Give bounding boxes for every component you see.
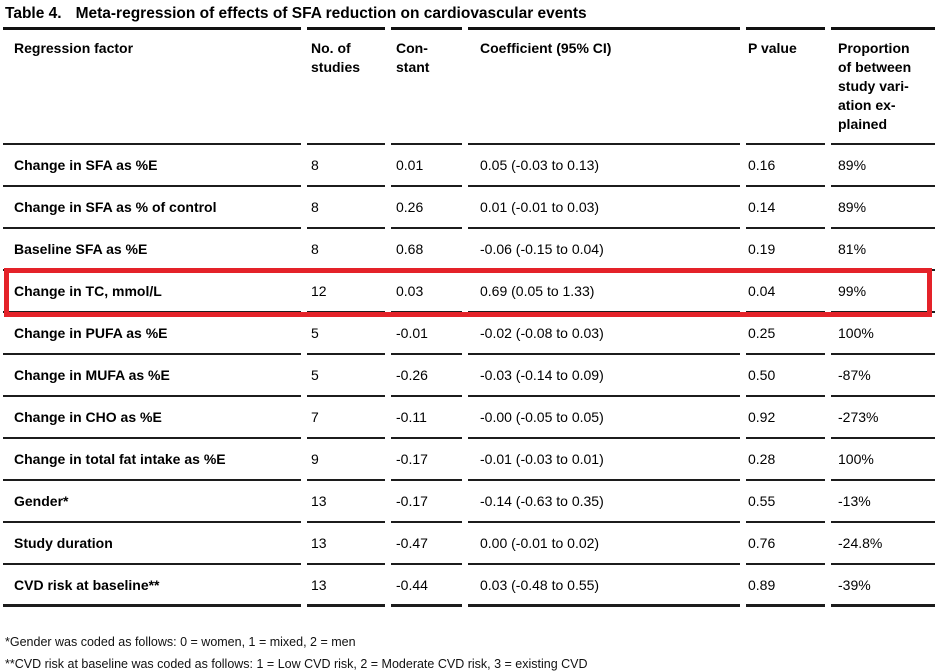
- factor-cell: Change in SFA as % of control: [3, 187, 301, 229]
- factor-cell: Change in SFA as %E: [3, 145, 301, 187]
- proportion-cell: -39%: [831, 565, 935, 607]
- constant-cell: -0.01: [391, 313, 462, 355]
- coefficient-cell: 0.69 (0.05 to 1.33): [468, 271, 740, 313]
- table-header-row: Regression factor No. of studies Con- st…: [3, 27, 935, 145]
- factor-cell: Change in CHO as %E: [3, 397, 301, 439]
- coefficient-cell: 0.03 (-0.48 to 0.55): [468, 565, 740, 607]
- factor-cell: CVD risk at baseline**: [3, 565, 301, 607]
- table-row: Change in SFA as %E 8 0.01 0.05 (-0.03 t…: [3, 145, 935, 187]
- studies-cell: 12: [307, 271, 385, 313]
- p-value-cell: 0.76: [746, 523, 825, 565]
- studies-cell: 7: [307, 397, 385, 439]
- proportion-cell: -13%: [831, 481, 935, 523]
- proportion-cell: 89%: [831, 145, 935, 187]
- constant-cell: 0.03: [391, 271, 462, 313]
- constant-cell: -0.17: [391, 481, 462, 523]
- col-header-coefficient: Coefficient (95% CI): [468, 27, 740, 145]
- constant-cell: 0.68: [391, 229, 462, 271]
- studies-cell: 8: [307, 229, 385, 271]
- table-row: Baseline SFA as %E 8 0.68 -0.06 (-0.15 t…: [3, 229, 935, 271]
- table-row: Change in SFA as % of control 8 0.26 0.0…: [3, 187, 935, 229]
- col-header-proportion: Proportion of between study vari- ation …: [831, 27, 935, 145]
- proportion-cell: -24.8%: [831, 523, 935, 565]
- constant-cell: -0.26: [391, 355, 462, 397]
- table-row-highlighted: Change in TC, mmol/L 12 0.03 0.69 (0.05 …: [3, 271, 935, 313]
- col-header-p-value: P value: [746, 27, 825, 145]
- studies-cell: 5: [307, 355, 385, 397]
- constant-cell: -0.11: [391, 397, 462, 439]
- factor-cell: Baseline SFA as %E: [3, 229, 301, 271]
- table-row: Gender* 13 -0.17 -0.14 (-0.63 to 0.35) 0…: [3, 481, 935, 523]
- coefficient-cell: -0.01 (-0.03 to 0.01): [468, 439, 740, 481]
- coefficient-cell: -0.14 (-0.63 to 0.35): [468, 481, 740, 523]
- footnote-gender: *Gender was coded as follows: 0 = women,…: [5, 635, 356, 649]
- proportion-cell: 100%: [831, 313, 935, 355]
- constant-cell: 0.01: [391, 145, 462, 187]
- constant-cell: 0.26: [391, 187, 462, 229]
- p-value-cell: 0.55: [746, 481, 825, 523]
- p-value-cell: 0.89: [746, 565, 825, 607]
- p-value-cell: 0.16: [746, 145, 825, 187]
- proportion-cell: 99%: [831, 271, 935, 313]
- studies-cell: 13: [307, 481, 385, 523]
- p-value-cell: 0.19: [746, 229, 825, 271]
- constant-cell: -0.44: [391, 565, 462, 607]
- col-header-regression-factor: Regression factor: [3, 27, 301, 145]
- factor-cell: Gender*: [3, 481, 301, 523]
- p-value-cell: 0.25: [746, 313, 825, 355]
- p-value-cell: 0.14: [746, 187, 825, 229]
- p-value-cell: 0.04: [746, 271, 825, 313]
- factor-cell: Change in PUFA as %E: [3, 313, 301, 355]
- col-header-constant: Con- stant: [391, 27, 462, 145]
- studies-cell: 5: [307, 313, 385, 355]
- proportion-cell: -273%: [831, 397, 935, 439]
- table-row: Change in MUFA as %E 5 -0.26 -0.03 (-0.1…: [3, 355, 935, 397]
- studies-cell: 8: [307, 145, 385, 187]
- table-title: Table 4. Meta-regression of effects of SF…: [5, 4, 587, 24]
- factor-cell: Change in MUFA as %E: [3, 355, 301, 397]
- studies-cell: 9: [307, 439, 385, 481]
- constant-cell: -0.47: [391, 523, 462, 565]
- table-row: Study duration 13 -0.47 0.00 (-0.01 to 0…: [3, 523, 935, 565]
- table-number-label: Table 4.: [5, 5, 62, 22]
- table-row: Change in total fat intake as %E 9 -0.17…: [3, 439, 935, 481]
- proportion-cell: 100%: [831, 439, 935, 481]
- p-value-cell: 0.28: [746, 439, 825, 481]
- studies-cell: 8: [307, 187, 385, 229]
- footnotes: *Gender was coded as follows: 0 = women,…: [5, 632, 588, 671]
- constant-cell: -0.17: [391, 439, 462, 481]
- proportion-cell: 81%: [831, 229, 935, 271]
- factor-cell: Change in TC, mmol/L: [3, 271, 301, 313]
- coefficient-cell: 0.05 (-0.03 to 0.13): [468, 145, 740, 187]
- factor-cell: Study duration: [3, 523, 301, 565]
- proportion-cell: 89%: [831, 187, 935, 229]
- coefficient-cell: -0.03 (-0.14 to 0.09): [468, 355, 740, 397]
- footnote-cvd-risk: **CVD risk at baseline was coded as foll…: [5, 656, 588, 671]
- coefficient-cell: 0.00 (-0.01 to 0.02): [468, 523, 740, 565]
- studies-cell: 13: [307, 523, 385, 565]
- table-caption: Meta-regression of effects of SFA reduct…: [75, 5, 587, 22]
- coefficient-cell: 0.01 (-0.01 to 0.03): [468, 187, 740, 229]
- coefficient-cell: -0.00 (-0.05 to 0.05): [468, 397, 740, 439]
- p-value-cell: 0.50: [746, 355, 825, 397]
- table-row: CVD risk at baseline** 13 -0.44 0.03 (-0…: [3, 565, 935, 607]
- table-row: Change in CHO as %E 7 -0.11 -0.00 (-0.05…: [3, 397, 935, 439]
- col-header-no-of-studies: No. of studies: [307, 27, 385, 145]
- coefficient-cell: -0.06 (-0.15 to 0.04): [468, 229, 740, 271]
- factor-cell: Change in total fat intake as %E: [3, 439, 301, 481]
- meta-regression-table: Regression factor No. of studies Con- st…: [0, 27, 940, 607]
- coefficient-cell: -0.02 (-0.08 to 0.03): [468, 313, 740, 355]
- proportion-cell: -87%: [831, 355, 935, 397]
- p-value-cell: 0.92: [746, 397, 825, 439]
- table-row: Change in PUFA as %E 5 -0.01 -0.02 (-0.0…: [3, 313, 935, 355]
- studies-cell: 13: [307, 565, 385, 607]
